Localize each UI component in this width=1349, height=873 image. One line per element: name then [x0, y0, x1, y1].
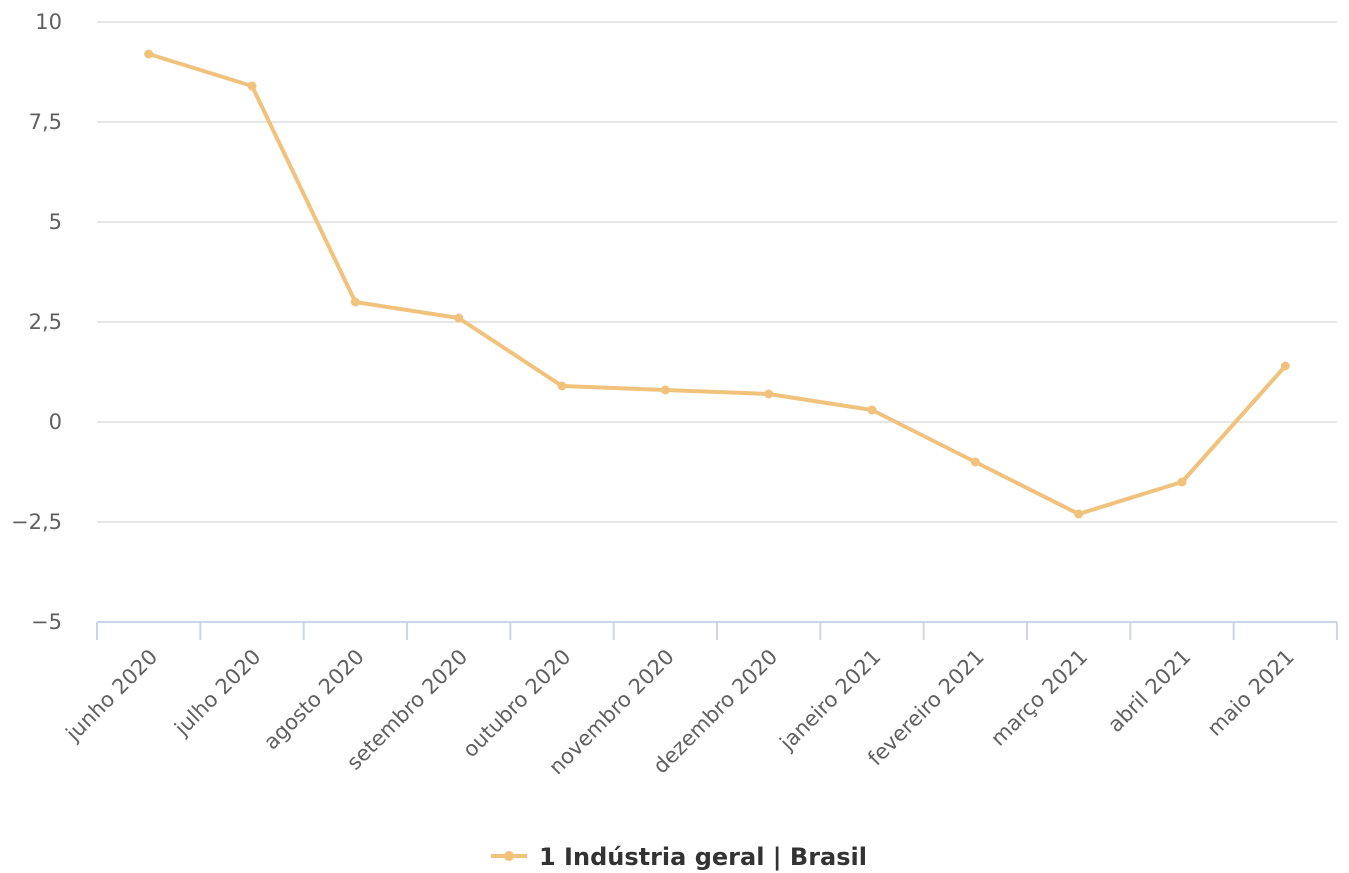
- y-tick-label: 7,5: [29, 110, 62, 134]
- data-point[interactable]: [1074, 509, 1084, 519]
- x-tick-label: outubro 2020: [458, 645, 576, 763]
- y-tick-label: 2,5: [29, 310, 62, 334]
- series-group[interactable]: [144, 49, 1290, 519]
- y-axis: −5 −2,5 0 2,5 5 7,5 10: [11, 10, 62, 634]
- x-tick-label: maio 2021: [1203, 645, 1299, 741]
- y-tick-label: −5: [31, 610, 62, 634]
- data-point[interactable]: [454, 313, 464, 323]
- data-point[interactable]: [350, 297, 360, 307]
- data-point[interactable]: [557, 381, 567, 391]
- data-point[interactable]: [247, 81, 257, 91]
- y-tick-label: 5: [49, 210, 62, 234]
- data-point[interactable]: [660, 385, 670, 395]
- data-point[interactable]: [1177, 477, 1187, 487]
- data-point[interactable]: [1280, 361, 1290, 371]
- data-point[interactable]: [867, 405, 877, 415]
- x-tick-label: junho 2020: [61, 645, 163, 747]
- legend[interactable]: 1 Indústria geral | Brasil: [491, 843, 867, 871]
- data-point[interactable]: [764, 389, 774, 399]
- x-tick-label: agosto 2020: [259, 645, 369, 755]
- x-tick-label: abril 2021: [1103, 645, 1195, 737]
- data-point[interactable]: [144, 49, 154, 59]
- y-tick-label: −2,5: [11, 510, 62, 534]
- series-line[interactable]: [146, 52, 1288, 516]
- y-tick-label: 10: [35, 10, 62, 34]
- legend-marker: [504, 851, 514, 861]
- data-point[interactable]: [970, 457, 980, 467]
- grid-lines: [97, 21, 1337, 523]
- legend-label[interactable]: 1 Indústria geral | Brasil: [539, 843, 867, 871]
- x-tick-label: março 2021: [986, 645, 1092, 751]
- x-tick-label: janeiro 2021: [775, 645, 886, 756]
- x-tick-label: julho 2020: [169, 645, 265, 741]
- y-tick-label: 0: [49, 410, 62, 434]
